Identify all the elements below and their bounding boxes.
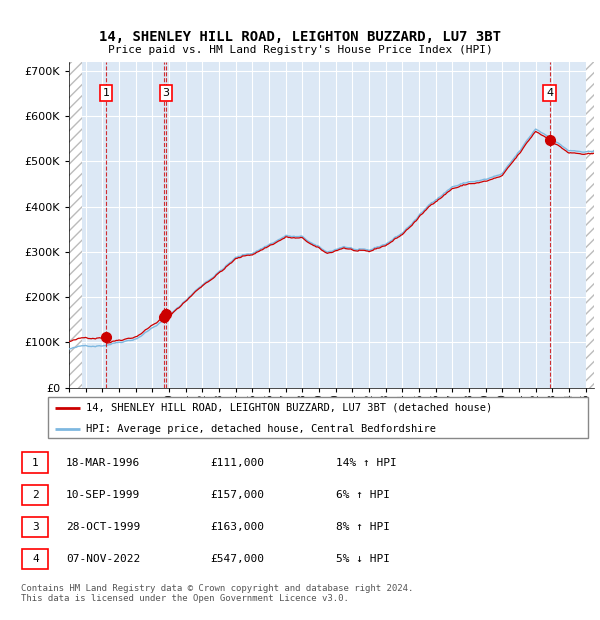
- Text: 1: 1: [32, 458, 39, 467]
- Text: £157,000: £157,000: [210, 490, 264, 500]
- FancyBboxPatch shape: [22, 549, 49, 569]
- Text: 5% ↓ HPI: 5% ↓ HPI: [336, 554, 390, 564]
- Bar: [69, 62, 82, 388]
- Text: 6% ↑ HPI: 6% ↑ HPI: [336, 490, 390, 500]
- Text: £163,000: £163,000: [210, 522, 264, 532]
- Text: 14% ↑ HPI: 14% ↑ HPI: [336, 458, 397, 467]
- Text: 07-NOV-2022: 07-NOV-2022: [66, 554, 140, 564]
- FancyBboxPatch shape: [22, 485, 49, 505]
- Text: Price paid vs. HM Land Registry's House Price Index (HPI): Price paid vs. HM Land Registry's House …: [107, 45, 493, 55]
- Text: Contains HM Land Registry data © Crown copyright and database right 2024.
This d: Contains HM Land Registry data © Crown c…: [21, 584, 413, 603]
- Text: £111,000: £111,000: [210, 458, 264, 467]
- FancyBboxPatch shape: [48, 397, 588, 438]
- Text: 1: 1: [103, 88, 109, 98]
- Text: 14, SHENLEY HILL ROAD, LEIGHTON BUZZARD, LU7 3BT (detached house): 14, SHENLEY HILL ROAD, LEIGHTON BUZZARD,…: [86, 402, 492, 413]
- Text: HPI: Average price, detached house, Central Bedfordshire: HPI: Average price, detached house, Cent…: [86, 424, 436, 434]
- FancyBboxPatch shape: [22, 453, 49, 472]
- Text: 14, SHENLEY HILL ROAD, LEIGHTON BUZZARD, LU7 3BT: 14, SHENLEY HILL ROAD, LEIGHTON BUZZARD,…: [99, 30, 501, 44]
- Text: 18-MAR-1996: 18-MAR-1996: [66, 458, 140, 467]
- Bar: [586, 62, 600, 388]
- Text: 4: 4: [546, 88, 553, 98]
- Text: £547,000: £547,000: [210, 554, 264, 564]
- FancyBboxPatch shape: [22, 517, 49, 537]
- Text: 3: 3: [32, 522, 39, 532]
- Text: 3: 3: [163, 88, 170, 98]
- Text: 4: 4: [32, 554, 39, 564]
- Text: 10-SEP-1999: 10-SEP-1999: [66, 490, 140, 500]
- Text: 28-OCT-1999: 28-OCT-1999: [66, 522, 140, 532]
- Text: 8% ↑ HPI: 8% ↑ HPI: [336, 522, 390, 532]
- Text: 2: 2: [32, 490, 39, 500]
